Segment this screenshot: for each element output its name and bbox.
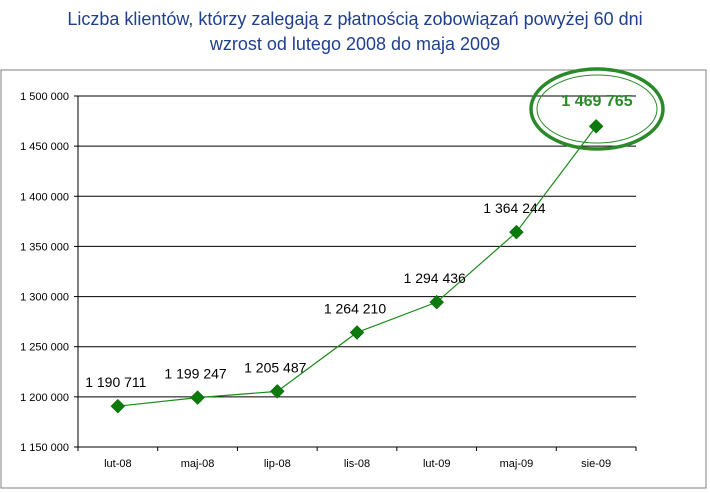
data-point-sie-09 <box>588 118 604 134</box>
highlight-group: 1 469 765 <box>529 67 665 151</box>
y-tick-label: 1 300 000 <box>20 292 69 304</box>
x-axis-ticks: lut-08 maj-08 lip-08 lis-08 lut-09 maj-09 sie-… <box>77 447 637 470</box>
y-tick-label: 1 200 000 <box>20 392 69 404</box>
data-labels: 1 190 711 1 199 247 1 205 487 1 264 210 1 29… <box>85 200 546 390</box>
y-tick-label: 1 450 000 <box>20 141 69 153</box>
data-label: 1 205 487 <box>244 359 306 375</box>
series-line <box>117 125 597 407</box>
data-point-lis-08 <box>349 325 365 340</box>
axes <box>77 96 636 448</box>
x-tick-label: sie-09 <box>581 458 611 470</box>
x-tick-label: lut-09 <box>423 458 451 470</box>
y-tick-label: 1 250 000 <box>20 342 69 354</box>
highlight-ellipse <box>529 67 665 151</box>
data-point-maj-08 <box>190 390 205 405</box>
chart-subtitle: wzrost od lutego 2008 do maja 2009 <box>209 34 501 54</box>
chart-title: Liczba klientów, którzy zalegają z płatn… <box>67 9 643 29</box>
highlight-ellipse-inner <box>536 74 658 144</box>
data-label: 1 364 244 <box>483 200 545 216</box>
gridlines <box>78 95 636 398</box>
x-tick-label: maj-08 <box>181 458 215 470</box>
x-tick-label: lip-08 <box>264 458 291 470</box>
highlight-data-label: 1 469 765 <box>561 93 632 110</box>
data-point-lip-08 <box>269 384 285 399</box>
data-point-lut-08 <box>110 398 126 414</box>
x-tick-label: lis-08 <box>344 458 370 470</box>
data-markers <box>110 118 604 414</box>
chart-area-border <box>0 69 707 489</box>
data-label: 1 264 210 <box>324 300 386 316</box>
data-label: 1 199 247 <box>164 366 226 382</box>
y-tick-label: 1 500 000 <box>20 91 69 103</box>
data-point-lut-09 <box>429 294 445 310</box>
y-tick-label: 1 400 000 <box>20 191 69 203</box>
data-label: 1 190 711 <box>85 374 146 390</box>
x-tick-label: maj-09 <box>500 458 534 470</box>
y-tick-label: 1 150 000 <box>20 442 69 454</box>
data-point-maj-09 <box>509 224 524 240</box>
x-tick-label: lut-08 <box>104 458 132 470</box>
data-label: 1 294 436 <box>404 270 466 286</box>
y-axis-ticks: 1 150 000 1 200 000 1 250 000 1 300 000 1 35… <box>20 91 78 454</box>
y-tick-label: 1 350 000 <box>20 241 69 253</box>
series-polyline <box>117 125 597 407</box>
